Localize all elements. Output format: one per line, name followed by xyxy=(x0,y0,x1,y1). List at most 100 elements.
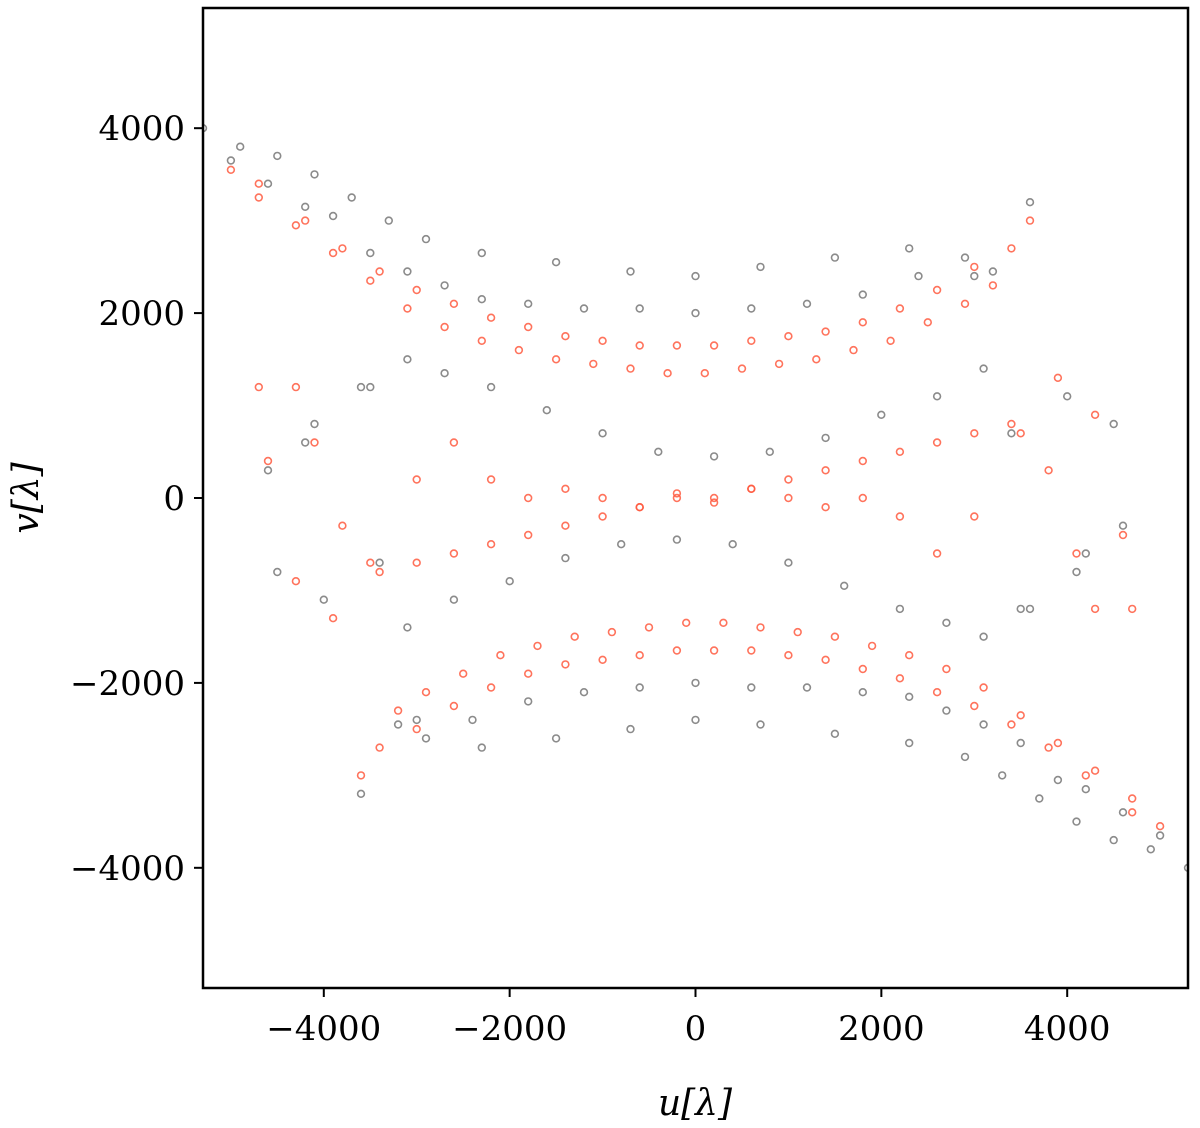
data-point xyxy=(858,687,867,697)
data-point xyxy=(607,627,617,637)
data-point xyxy=(1090,604,1100,614)
data-point xyxy=(1072,567,1081,577)
data-point xyxy=(830,729,840,738)
data-point xyxy=(403,355,412,364)
data-point xyxy=(375,567,384,577)
data-point xyxy=(570,632,579,641)
data-point xyxy=(1016,604,1025,614)
data-point xyxy=(858,456,867,466)
y-tick-label: 0 xyxy=(163,479,185,519)
data-point xyxy=(747,646,756,655)
data-point xyxy=(1062,392,1072,401)
data-point xyxy=(932,438,942,447)
data-point xyxy=(960,253,970,262)
data-point xyxy=(375,558,384,567)
data-point xyxy=(904,244,914,253)
plot-background xyxy=(203,8,1188,988)
data-point xyxy=(412,558,421,567)
data-point xyxy=(523,322,533,332)
data-point xyxy=(1118,808,1128,817)
data-point xyxy=(1025,216,1035,225)
data-point xyxy=(709,498,719,507)
data-point xyxy=(523,493,533,503)
data-point xyxy=(319,595,328,604)
data-point xyxy=(449,438,459,447)
data-point xyxy=(812,355,821,364)
data-point xyxy=(942,664,951,674)
data-point xyxy=(561,660,570,669)
data-point xyxy=(393,720,403,729)
data-point xyxy=(942,618,951,627)
data-point xyxy=(328,613,338,623)
data-point xyxy=(366,382,375,392)
data-point xyxy=(626,364,635,373)
data-point xyxy=(412,475,421,484)
data-point xyxy=(923,318,932,327)
data-point xyxy=(654,447,663,456)
data-point xyxy=(551,355,561,364)
data-point xyxy=(579,304,589,313)
data-point xyxy=(635,650,644,660)
data-point xyxy=(421,734,431,743)
y-tick-label: −4000 xyxy=(70,849,185,889)
data-point xyxy=(1053,373,1063,382)
data-point xyxy=(347,193,356,202)
data-point xyxy=(895,304,905,313)
data-point xyxy=(756,262,765,272)
data-point xyxy=(635,503,644,512)
data-point xyxy=(858,290,867,299)
data-point xyxy=(561,521,570,530)
data-point xyxy=(1118,530,1128,540)
data-point xyxy=(449,595,459,604)
data-point xyxy=(486,475,496,484)
data-point xyxy=(756,623,765,632)
data-point xyxy=(747,683,756,692)
data-point xyxy=(830,253,840,262)
data-point xyxy=(1127,794,1137,803)
data-point xyxy=(301,216,310,225)
x-tick-label: −4000 xyxy=(266,1009,381,1049)
data-point xyxy=(403,623,412,632)
data-point xyxy=(236,142,245,151)
data-point xyxy=(440,322,449,332)
data-point xyxy=(867,641,877,651)
data-point xyxy=(226,165,236,175)
data-point xyxy=(1007,244,1016,253)
data-point xyxy=(904,738,914,748)
data-point xyxy=(1044,466,1053,475)
data-point xyxy=(821,655,830,664)
data-point xyxy=(784,650,793,660)
data-point xyxy=(979,720,988,729)
data-point xyxy=(635,304,644,313)
data-point xyxy=(533,641,542,651)
y-tick-label: 2000 xyxy=(98,294,185,334)
data-point xyxy=(403,267,412,276)
data-point xyxy=(301,202,310,212)
data-point xyxy=(728,539,737,549)
data-point xyxy=(1053,775,1063,785)
data-point xyxy=(375,267,384,276)
data-point xyxy=(1127,604,1137,614)
data-point xyxy=(970,512,979,521)
y-ticks-layer: −4000 −2000 0 2000 4000 xyxy=(70,109,203,889)
data-point xyxy=(635,341,644,350)
data-point xyxy=(709,452,719,461)
data-point xyxy=(486,313,496,322)
data-point xyxy=(663,369,672,378)
data-point xyxy=(421,234,431,244)
data-point xyxy=(496,650,505,660)
data-point xyxy=(672,341,682,350)
data-point xyxy=(375,743,384,752)
data-point xyxy=(384,216,393,225)
data-point xyxy=(1016,429,1025,438)
data-point xyxy=(421,687,431,697)
data-point xyxy=(449,299,459,308)
data-point xyxy=(459,669,468,678)
data-point xyxy=(1053,738,1063,748)
data-point xyxy=(700,369,709,378)
data-point xyxy=(254,193,263,202)
x-ticks-layer: −4000 −2000 0 2000 4000 xyxy=(266,988,1110,1049)
data-point xyxy=(784,332,793,341)
data-point xyxy=(328,211,338,221)
data-point xyxy=(1044,743,1053,752)
